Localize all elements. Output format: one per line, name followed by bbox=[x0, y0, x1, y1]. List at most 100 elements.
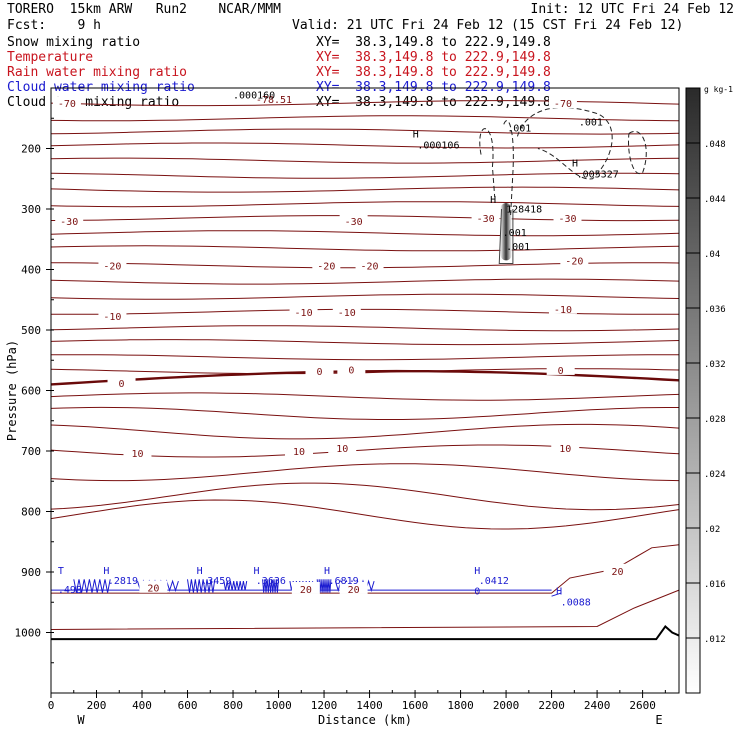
x-tick-label: 1400 bbox=[356, 699, 383, 712]
isotherm-label-bg bbox=[312, 258, 341, 271]
isotherm-label-bg bbox=[553, 211, 582, 224]
isotherm bbox=[50, 115, 680, 122]
cloud-ice-contour bbox=[516, 107, 613, 180]
annotation-label: .001 bbox=[503, 228, 527, 239]
isotherm bbox=[50, 293, 680, 300]
isotherm-25 bbox=[50, 589, 680, 630]
isotherm bbox=[50, 339, 680, 346]
isotherm-label: -30 bbox=[345, 217, 363, 228]
field-name-0: Snow mixing ratio bbox=[7, 35, 141, 50]
isotherm-label-bg bbox=[98, 309, 127, 322]
cloud-water-contour bbox=[73, 579, 111, 593]
annotation-label: H bbox=[413, 130, 419, 141]
cloud-water-contour bbox=[187, 579, 216, 593]
isotherm-label: 10 bbox=[131, 449, 143, 460]
colorbar-tick-label: .012 bbox=[704, 635, 726, 645]
annotation-label: H bbox=[490, 195, 496, 206]
colorbar-tick-label: .044 bbox=[704, 195, 726, 205]
isotherm bbox=[50, 128, 680, 135]
y-axis-label: Pressure (hPa) bbox=[5, 340, 19, 441]
isotherm-label: -10 bbox=[103, 312, 121, 323]
cloud-water-contour bbox=[551, 592, 561, 597]
cloud-water-label: T bbox=[58, 566, 64, 577]
isotherm-label: -10 bbox=[554, 305, 572, 316]
isotherm-label: 20 bbox=[300, 585, 312, 596]
isotherm-label-bg bbox=[471, 211, 500, 224]
annotation-label: .005327 bbox=[577, 170, 619, 181]
isotherm-label-bg bbox=[123, 445, 152, 458]
colorbar-tick-label: .028 bbox=[704, 415, 726, 425]
field-xsec-2: XY= 38.3,149.8 to 222.9,149.8 bbox=[316, 65, 551, 80]
cloud-water-contour bbox=[262, 579, 279, 593]
isotherm-20 bbox=[51, 544, 680, 594]
x-tick-label: 600 bbox=[178, 699, 198, 712]
isotherm bbox=[50, 354, 679, 361]
isotherm-label-bg bbox=[52, 96, 81, 109]
isotherm-label: -20 bbox=[565, 256, 583, 267]
isotherm-label: -10 bbox=[295, 308, 313, 319]
isotherm-label-bg bbox=[107, 376, 136, 389]
cloud-water-label: .3636 bbox=[256, 576, 286, 587]
y-tick-label: 300 bbox=[21, 203, 41, 216]
isotherm-label: -30 bbox=[60, 217, 78, 228]
cloud-water-label: H bbox=[324, 566, 330, 577]
isotherm bbox=[51, 308, 679, 315]
isotherm-label-bg bbox=[339, 214, 368, 227]
cloud-water-label: .2819 bbox=[108, 576, 138, 587]
ground-line bbox=[51, 624, 680, 641]
header-line1-left: TORERO 15km ARW Run2 NCAR/MMM bbox=[7, 2, 281, 17]
cloud-water-label: .49B bbox=[58, 585, 82, 596]
isotherm-label-bg bbox=[548, 301, 577, 314]
annotation-label: 128418 bbox=[506, 205, 542, 216]
field-name-2: Rain water mixing ratio bbox=[7, 65, 188, 80]
cloud-water-label: H bbox=[197, 566, 203, 577]
colorbar bbox=[685, 87, 701, 694]
header-line1-right: Init: 12 UTC Fri 24 Feb 12 bbox=[530, 2, 735, 17]
isotherm bbox=[50, 278, 680, 285]
isotherm-label: 10 bbox=[293, 447, 305, 458]
isotherm-label: -30 bbox=[477, 214, 495, 225]
x-tick-label: 400 bbox=[132, 699, 152, 712]
isotherm-label: -20 bbox=[103, 261, 121, 272]
isotherm bbox=[50, 499, 680, 530]
annotation-label: .001 bbox=[507, 124, 531, 135]
isotherm bbox=[50, 201, 680, 208]
y-tick-label: 700 bbox=[21, 445, 41, 458]
isotherm-label: -10 bbox=[338, 308, 356, 319]
isotherm-label-bg bbox=[546, 362, 575, 375]
isotherm-label-bg bbox=[139, 580, 168, 593]
annotation-label: .000106 bbox=[417, 141, 459, 152]
isotherm-label-bg bbox=[337, 362, 366, 375]
header-line2-right: Valid: 21 UTC Fri 24 Feb 12 (15 CST Fri … bbox=[292, 18, 684, 33]
y-tick-label: 1000 bbox=[15, 627, 42, 640]
isotherm-label-bg bbox=[548, 96, 577, 109]
cloud-water-label: H bbox=[254, 566, 260, 577]
cloud-water-label: H bbox=[474, 566, 480, 577]
isotherm bbox=[50, 142, 680, 149]
y-tick-label: 600 bbox=[21, 385, 41, 398]
field-xsec-1: XY= 38.3,149.8 to 222.9,149.8 bbox=[316, 50, 551, 65]
isotherm-label-bg bbox=[259, 91, 288, 104]
y-tick-label: 500 bbox=[21, 324, 41, 337]
y-tick-label: 900 bbox=[21, 566, 41, 579]
colorbar-tick-label: .048 bbox=[704, 140, 726, 150]
isotherm-label-bg bbox=[332, 304, 361, 317]
cloud-water-label: .6819 bbox=[329, 576, 359, 587]
cloud-water-label: .0088 bbox=[561, 597, 591, 608]
isotherm bbox=[50, 482, 680, 511]
header-line2-left: Fcst: 9 h bbox=[7, 18, 101, 33]
x-tick-label: 1200 bbox=[311, 699, 338, 712]
isotherm bbox=[50, 325, 680, 332]
isotherm-label-bg bbox=[55, 214, 84, 227]
isotherm-label: 0 bbox=[348, 365, 354, 376]
isotherm-label-bg bbox=[285, 444, 314, 456]
isotherm-label: -20 bbox=[317, 261, 335, 272]
field-xsec-0: XY= 38.3,149.8 to 222.9,149.8 bbox=[316, 35, 551, 50]
isotherm-label: -20 bbox=[361, 261, 379, 272]
isotherm-label-bg bbox=[339, 581, 368, 594]
isotherm-label: -78.51 bbox=[256, 95, 292, 106]
x-tick-label: 1600 bbox=[402, 699, 429, 712]
isotherm-label: -30 bbox=[558, 214, 576, 225]
isotherm-label-bg bbox=[305, 364, 334, 377]
isotherm bbox=[50, 157, 680, 164]
